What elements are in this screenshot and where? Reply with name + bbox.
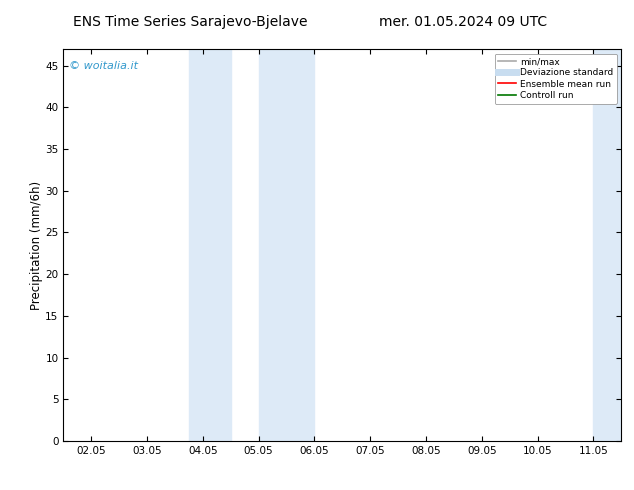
Bar [593, 49, 621, 441]
Legend: min/max, Deviazione standard, Ensemble mean run, Controll run: min/max, Deviazione standard, Ensemble m… [495, 53, 617, 103]
Text: © woitalia.it: © woitalia.it [69, 61, 138, 71]
Text: mer. 01.05.2024 09 UTC: mer. 01.05.2024 09 UTC [378, 15, 547, 29]
Text: ENS Time Series Sarajevo-Bjelave: ENS Time Series Sarajevo-Bjelave [73, 15, 307, 29]
Bar [259, 49, 314, 441]
Y-axis label: Precipitation (mm/6h): Precipitation (mm/6h) [30, 180, 42, 310]
Bar [189, 49, 231, 441]
